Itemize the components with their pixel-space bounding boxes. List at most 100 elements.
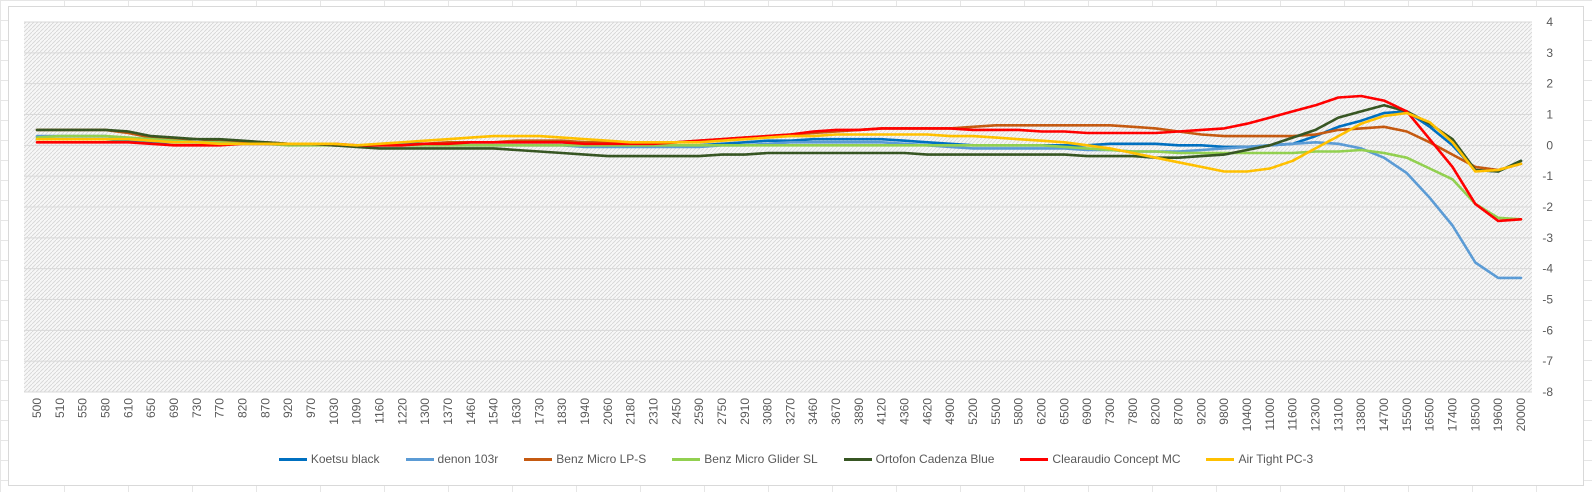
x-tick-label: 690: [167, 398, 181, 418]
x-tick-label: 920: [281, 398, 295, 418]
x-tick-label: 4620: [920, 398, 934, 425]
x-tick-label: 20000: [1514, 398, 1528, 432]
x-tick-label: 1160: [372, 398, 386, 424]
x-tick-label: 3460: [806, 398, 820, 425]
series-line-6: [35, 111, 1523, 173]
y-tick-label: 3: [1546, 46, 1553, 60]
x-tick-label: 8200: [1149, 398, 1163, 425]
legend-item: Benz Micro Glider SL: [672, 452, 818, 466]
x-tick-label: 2910: [738, 398, 752, 425]
x-tick-label: 870: [258, 398, 272, 418]
x-tick-label: 610: [121, 398, 135, 418]
x-tick-label: 9800: [1217, 398, 1231, 425]
x-tick-label: 580: [98, 398, 112, 418]
legend-swatch: [278, 457, 307, 461]
legend-swatch: [405, 457, 434, 461]
legend-swatch: [672, 457, 701, 461]
legend-label: Benz Micro LP-S: [556, 452, 647, 466]
x-tick-label: 4120: [875, 398, 889, 425]
x-tick-label: 18500: [1468, 398, 1482, 432]
y-tick-label: -1: [1542, 169, 1553, 183]
x-tick-label: 10400: [1240, 398, 1254, 432]
y-tick-label: -7: [1542, 354, 1553, 368]
y-tick-label: 0: [1546, 138, 1553, 152]
y-tick-label: 1: [1546, 108, 1553, 122]
y-tick-label: -6: [1542, 323, 1553, 337]
x-tick-label: 8700: [1172, 398, 1186, 425]
x-tick-label: 5800: [1012, 398, 1026, 425]
y-tick-label: -4: [1542, 262, 1553, 276]
x-tick-label: 15500: [1400, 398, 1414, 432]
x-tick-label: 3890: [852, 398, 866, 425]
x-tick-label: 6500: [1057, 398, 1071, 425]
legend-swatch: [843, 457, 872, 461]
x-tick-label: 3670: [829, 398, 843, 425]
x-tick-label: 5500: [989, 398, 1003, 425]
legend-item: Benz Micro LP-S: [524, 452, 646, 466]
legend-label: Air Tight PC-3: [1238, 452, 1314, 466]
y-tick-label: 4: [1546, 15, 1553, 29]
legend-swatch: [1206, 457, 1235, 461]
x-tick-label: 4360: [898, 398, 912, 425]
x-tick-label: 1220: [395, 398, 409, 425]
x-tick-label: 5200: [966, 398, 980, 425]
legend-swatch: [1020, 457, 1049, 461]
legend-item: Air Tight PC-3: [1206, 452, 1313, 466]
x-tick-label: 770: [213, 398, 227, 418]
y-axis-ticks: 4 3 2 1 0 -1 -2 -3 -4 -5 -6 -7 -8: [1542, 15, 1553, 399]
y-tick-label: -2: [1542, 200, 1553, 214]
x-tick-label: 3080: [761, 398, 775, 425]
x-tick-label: 2750: [715, 398, 729, 425]
x-tick-label: 9200: [1194, 398, 1208, 425]
y-tick-label: -8: [1542, 385, 1553, 399]
x-tick-label: 1630: [509, 398, 523, 425]
x-tick-label: 2060: [601, 398, 615, 425]
x-tick-label: 13800: [1354, 398, 1368, 432]
y-tick-label: -5: [1542, 293, 1553, 307]
legend-label: Benz Micro Glider SL: [704, 452, 818, 466]
x-tick-label: 650: [144, 398, 158, 418]
x-tick-label: 820: [235, 398, 249, 418]
x-tick-label: 7800: [1126, 398, 1140, 425]
x-tick-label: 2180: [624, 398, 638, 425]
x-tick-label: 1460: [464, 398, 478, 425]
x-tick-label: 1830: [555, 398, 569, 425]
legend-item: Ortofon Cadenza Blue: [843, 452, 995, 466]
legend-item: denon 103r: [405, 452, 499, 466]
x-tick-label: 7300: [1103, 398, 1117, 425]
y-tick-label: 2: [1546, 77, 1553, 91]
x-tick-label: 17400: [1446, 398, 1460, 432]
x-tick-label: 550: [76, 398, 90, 418]
x-tick-label: 1300: [418, 398, 432, 425]
x-tick-label: 2590: [692, 398, 706, 425]
x-tick-label: 16500: [1423, 398, 1437, 432]
x-tick-label: 19600: [1491, 398, 1505, 432]
x-tick-label: 1090: [350, 398, 364, 425]
series-layer: [35, 94, 1523, 280]
legend-swatch: [524, 457, 553, 461]
x-tick-label: 3270: [783, 398, 797, 425]
legend-label: Ortofon Cadenza Blue: [875, 452, 995, 466]
legend-label: Koetsu black: [310, 452, 380, 466]
x-tick-label: 1540: [487, 398, 501, 425]
x-tick-label: 500: [30, 398, 44, 418]
x-tick-label: 11600: [1286, 398, 1300, 431]
chart-legend: Koetsu black denon 103r Benz Micro LP-S Ben…: [0, 452, 1592, 466]
x-tick-label: 12300: [1309, 398, 1323, 432]
legend-label: denon 103r: [437, 452, 499, 466]
x-tick-label: 1940: [578, 398, 592, 425]
x-axis-ticks: 500 510 550 580 610 650 690 730 770 820 870 920 970 1…: [30, 398, 1528, 432]
legend-item: Clearaudio Concept MC: [1020, 452, 1180, 466]
x-tick-label: 4900: [943, 398, 957, 425]
x-tick-label: 14700: [1377, 398, 1391, 432]
legend-label: Clearaudio Concept MC: [1052, 452, 1181, 466]
x-tick-label: 1730: [532, 398, 546, 425]
x-tick-label: 6900: [1080, 398, 1094, 425]
x-tick-label: 970: [304, 398, 318, 418]
x-tick-label: 13100: [1331, 398, 1345, 432]
y-tick-label: -3: [1542, 231, 1553, 245]
x-tick-label: 2450: [669, 398, 683, 425]
x-tick-label: 11000: [1263, 398, 1277, 431]
x-tick-label: 2310: [646, 398, 660, 425]
